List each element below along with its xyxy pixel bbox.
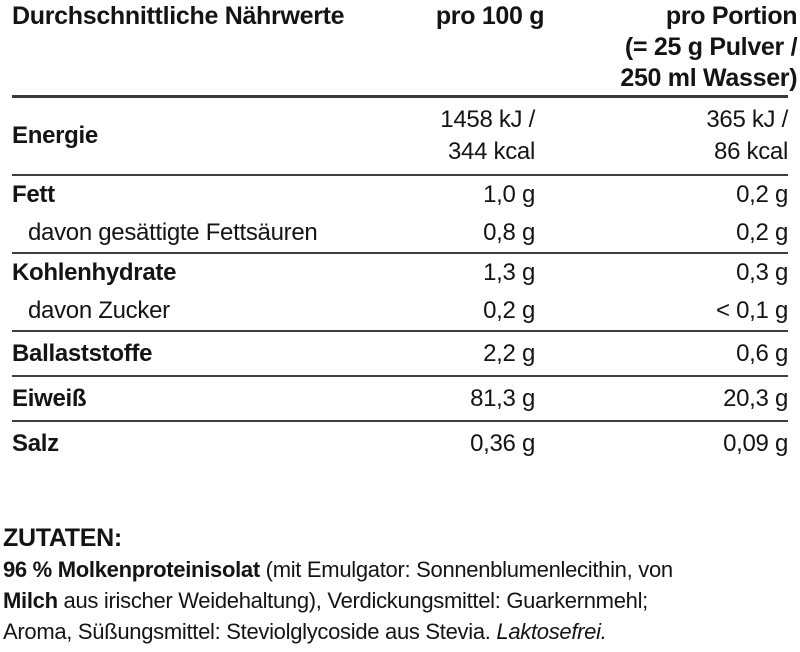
table-row-kohlenhydrate: Kohlenhydrate 1,3 g 0,3 g xyxy=(12,254,788,292)
row-value-eiweiss-per100: 81,3 g xyxy=(470,384,535,412)
table-row-eiweiss: Eiweiß 81,3 g 20,3 g xyxy=(12,377,788,420)
row-value-energie-portion: 365 kJ / 86 kcal xyxy=(535,104,788,168)
ingredients-heading: ZUTATEN: xyxy=(3,524,122,552)
ingredients-text: aus irischer Weidehaltung), Verdickungsm… xyxy=(57,588,649,613)
header-per-portion: pro Portion (= 25 g Pulver / 250 ml Wass… xyxy=(544,1,797,94)
value-line: 1458 kJ / xyxy=(440,106,535,133)
row-label-zucker: davon Zucker xyxy=(28,297,170,324)
ingredients-line-3: Aroma, Süßungsmittel: Steviolglycoside a… xyxy=(3,616,788,647)
header-per-portion-line3: 250 ml Wasser) xyxy=(620,64,798,92)
row-label-energie: Energie xyxy=(12,122,98,149)
table-row-fett: Fett 1,0 g 0,2 g xyxy=(12,176,788,214)
row-value-ballaststoffe-per100: 2,2 g xyxy=(483,339,535,367)
row-value-fettsaeuren-portion: 0,2 g xyxy=(736,219,788,246)
section-kohlenhydrate: Kohlenhydrate 1,3 g 0,3 g davon Zucker 0… xyxy=(12,254,788,332)
value-line: 365 kJ / xyxy=(706,106,788,133)
table-row-salz: Salz 0,36 g 0,09 g xyxy=(12,422,788,465)
ingredients-line-2: Milch aus irischer Weidehaltung), Verdic… xyxy=(3,585,788,616)
table-row-gesaettigte-fettsaeuren: davon gesättigte Fettsäuren 0,8 g 0,2 g xyxy=(12,214,788,252)
value-line: 86 kcal xyxy=(714,138,788,165)
row-label-eiweiss: Eiweiß xyxy=(12,384,87,412)
ingredients-italic-laktosefrei: Laktosefrei. xyxy=(496,619,607,644)
header-per-portion-line2: (= 25 g Pulver / xyxy=(624,33,798,61)
row-value-zucker-per100: 0,2 g xyxy=(483,297,535,324)
section-eiweiss: Eiweiß 81,3 g 20,3 g xyxy=(12,377,788,422)
row-value-energie-per100: 1458 kJ / 344 kcal xyxy=(335,104,535,168)
row-label-gesaettigte-fettsaeuren: davon gesättigte Fettsäuren xyxy=(28,219,318,246)
row-value-fettsaeuren-per100: 0,8 g xyxy=(483,219,535,246)
row-value-kohlenhydrate-portion: 0,3 g xyxy=(736,259,788,286)
row-value-salz-portion: 0,09 g xyxy=(723,429,788,457)
table-row-zucker: davon Zucker 0,2 g < 0,1 g xyxy=(12,292,788,330)
header-nutrients-label: Durchschnittliche Nährwerte xyxy=(12,2,345,30)
value-line: 344 kcal xyxy=(448,138,535,165)
ingredients-bold-milch: Milch xyxy=(3,588,58,613)
row-value-salz-per100: 0,36 g xyxy=(470,429,535,457)
section-fett: Fett 1,0 g 0,2 g davon gesättigte Fettsä… xyxy=(12,176,788,254)
ingredients-section: ZUTATEN: 96 % Molkenproteinisolat (mit E… xyxy=(0,522,800,647)
row-label-kohlenhydrate: Kohlenhydrate xyxy=(12,259,177,286)
ingredients-text: (mit Emulgator: Sonnenblumenlecithin, vo… xyxy=(259,557,673,582)
section-ballaststoffe: Ballaststoffe 2,2 g 0,6 g xyxy=(12,332,788,377)
ingredients-line-1: 96 % Molkenproteinisolat (mit Emulgator:… xyxy=(3,554,788,585)
row-value-fett-portion: 0,2 g xyxy=(736,181,788,208)
row-label-salz: Salz xyxy=(12,429,59,457)
header-per-portion-line1: pro Portion xyxy=(665,2,798,30)
ingredients-bold-protein: 96 % Molkenproteinisolat xyxy=(3,557,260,582)
row-label-fett: Fett xyxy=(12,181,55,208)
row-value-eiweiss-portion: 20,3 g xyxy=(723,384,788,412)
ingredients-text: Aroma, Süßungsmittel: Steviolglycoside a… xyxy=(3,619,497,644)
nutrition-table: Durchschnittliche Nährwerte pro 100 g pr… xyxy=(12,0,798,465)
row-value-kohlenhydrate-per100: 1,3 g xyxy=(483,259,535,286)
table-row-energie: Energie 1458 kJ / 344 kcal 365 kJ / 86 k… xyxy=(12,98,788,176)
row-value-ballaststoffe-portion: 0,6 g xyxy=(736,339,788,367)
table-header-row: Durchschnittliche Nährwerte pro 100 g pr… xyxy=(12,0,798,98)
row-value-zucker-portion: < 0,1 g xyxy=(716,297,788,324)
section-salz: Salz 0,36 g 0,09 g xyxy=(12,422,788,465)
row-label-ballaststoffe: Ballaststoffe xyxy=(12,339,153,367)
header-per-100g: pro 100 g xyxy=(435,2,545,30)
row-value-fett-per100: 1,0 g xyxy=(483,181,535,208)
table-row-ballaststoffe: Ballaststoffe 2,2 g 0,6 g xyxy=(12,332,788,375)
